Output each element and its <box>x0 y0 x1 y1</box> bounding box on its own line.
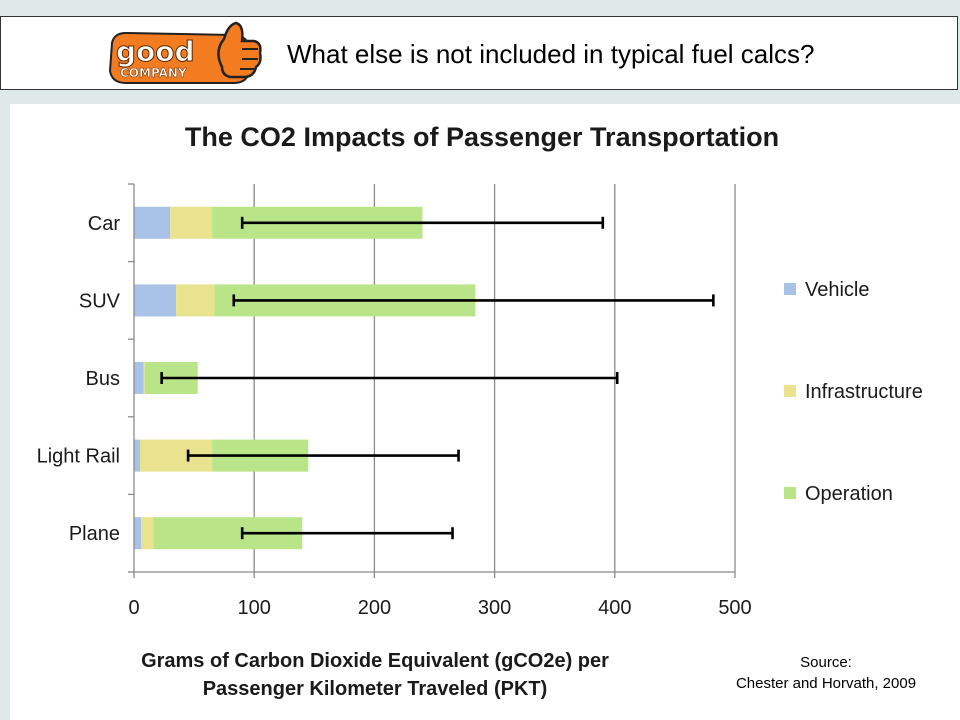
bar-light-rail-vehicle <box>134 439 141 472</box>
x-tick-label-100: 100 <box>238 597 271 619</box>
legend-label-operation: Operation <box>805 483 893 505</box>
axes-group: 0 100 200 300 400 500 Car SUV Bus Light Rail Plane <box>37 183 752 619</box>
category-label-plane: Plane <box>69 523 120 545</box>
co2-transport-chart: The CO2 Impacts of Passenger Transportat… <box>37 122 923 700</box>
x-tick-label-200: 200 <box>358 597 391 619</box>
x-tick-label-400: 400 <box>598 597 631 619</box>
source-reference: Chester and Horvath, 2009 <box>735 675 917 692</box>
legend-swatch-vehicle <box>784 283 796 295</box>
legend-label-infrastructure: Infrastructure <box>805 381 923 403</box>
legend-label-vehicle: Vehicle <box>805 279 870 301</box>
error-bars-group <box>160 216 715 540</box>
logo-wordmark: good <box>116 35 195 68</box>
chart-title: The CO2 Impacts of Passenger Transportat… <box>185 122 779 152</box>
category-label-suv: SUV <box>79 290 121 312</box>
category-label-bus: Bus <box>86 368 120 390</box>
bar-plane-infrastructure <box>141 517 154 550</box>
x-axis-label-line-2: Passenger Kilometer Traveled (PKT) <box>203 678 548 700</box>
bar-bus-vehicle <box>134 362 144 394</box>
bar-car-infrastructure <box>170 206 213 239</box>
legend: Vehicle Infrastructure Operation <box>784 279 923 505</box>
x-axis-label-line-1: Grams of Carbon Dioxide Equivalent (gCO2… <box>141 650 609 672</box>
slide-content: The CO2 Impacts of Passenger Transportat… <box>10 104 960 720</box>
logo-subtext: COMPANY <box>120 66 187 80</box>
category-label-car: Car <box>88 213 121 235</box>
x-tick-label-500: 500 <box>718 597 751 619</box>
x-tick-label-300: 300 <box>478 597 511 619</box>
bar-plane-vehicle <box>134 517 142 550</box>
bar-suv-infrastructure <box>176 284 215 317</box>
good-company-logo: good COMPANY <box>108 21 262 84</box>
category-label-light-rail: Light Rail <box>37 446 120 468</box>
legend-swatch-operation <box>784 487 796 499</box>
bar-car-vehicle <box>134 206 171 239</box>
legend-swatch-infrastructure <box>784 385 796 397</box>
slide-title: What else is not included in typical fue… <box>287 39 815 69</box>
source-label: Source: <box>800 654 852 671</box>
header-bar: good COMPANY What else is not included i… <box>0 16 958 90</box>
source-citation: Source: Chester and Horvath, 2009 <box>700 652 952 694</box>
bar-bus-infrastructure <box>143 362 145 394</box>
bar-suv-vehicle <box>134 284 177 317</box>
x-tick-label-0: 0 <box>128 597 139 619</box>
